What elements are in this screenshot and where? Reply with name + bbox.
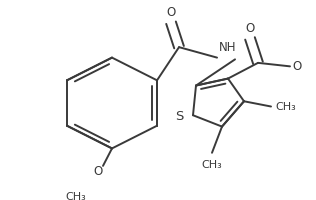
Text: CH₃: CH₃ <box>275 102 296 112</box>
Text: CH₃: CH₃ <box>202 160 222 170</box>
Text: O: O <box>246 22 255 35</box>
Text: O: O <box>167 6 176 19</box>
Text: O: O <box>93 165 103 178</box>
Text: S: S <box>175 110 183 123</box>
Text: CH₃: CH₃ <box>66 192 86 200</box>
Text: NH: NH <box>219 41 237 54</box>
Text: O: O <box>292 60 301 73</box>
